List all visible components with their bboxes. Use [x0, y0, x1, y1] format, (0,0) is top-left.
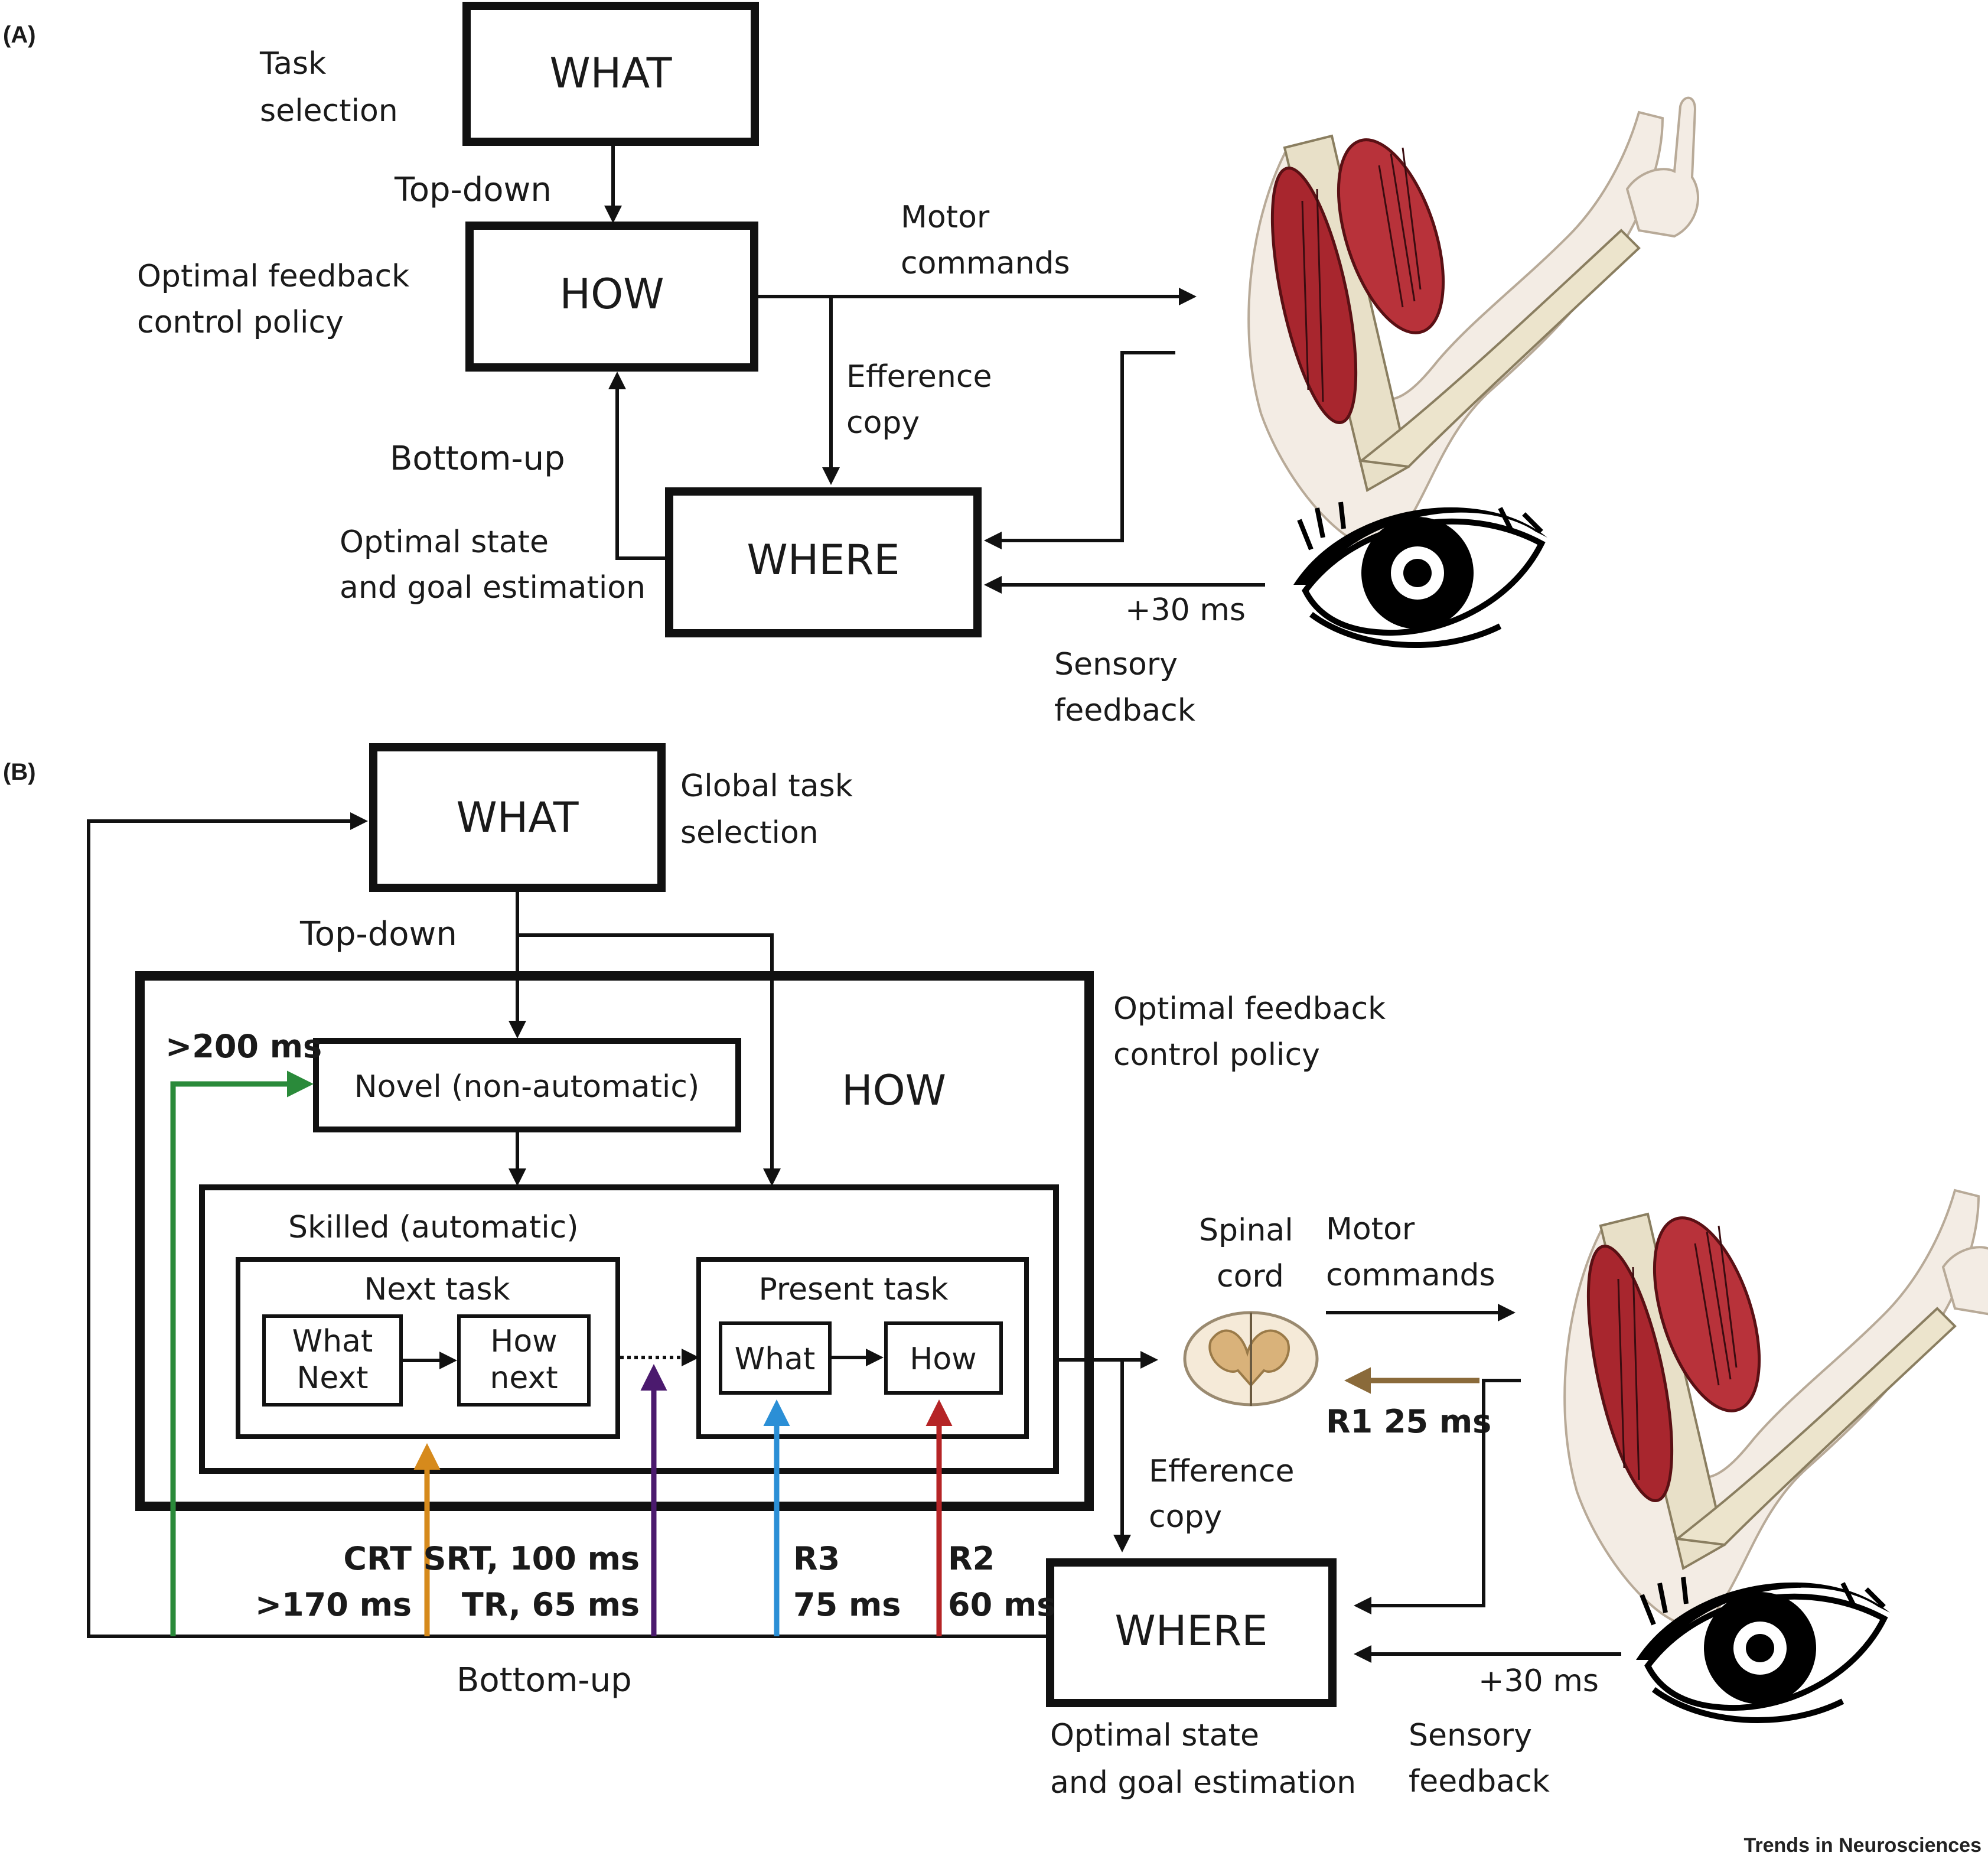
panel-b-where-box	[1046, 1558, 1337, 1707]
panel-b-what-next-line2: Next	[296, 1360, 368, 1396]
panel-a-arm-illustration	[1249, 98, 1698, 548]
panel-b-green-arrow	[170, 1070, 314, 1636]
panel-b-topdown-skilled-arrow	[517, 933, 781, 1186]
panel-a-delay: +30 ms	[1125, 592, 1246, 628]
panel-a-policy-line1: Optimal feedback	[137, 259, 409, 294]
panel-b-novel-box	[313, 1038, 741, 1132]
panel-a-sensory-line2: feedback	[1054, 693, 1195, 728]
panel-b-how-small-box	[884, 1321, 1003, 1395]
panel-b-how-next-line2: next	[490, 1360, 558, 1396]
panel-a-how-box	[465, 222, 758, 372]
panel-b-estimation-line2: and goal estimation	[1050, 1765, 1356, 1801]
panel-a-proprio-arrow	[984, 351, 1175, 549]
panel-b-what-next-line1: What	[292, 1324, 373, 1359]
panel-a-efference-line2: copy	[846, 405, 920, 441]
panel-b: (B) WHAT Global task selection Top-down …	[3, 743, 1988, 1801]
panel-b-skilled-title: Skilled (automatic)	[288, 1210, 579, 1245]
panel-b-where-label: WHERE	[1115, 1607, 1268, 1655]
panel-b-arm-illustration	[1565, 1176, 1988, 1626]
panel-b-how-small-label: How	[910, 1342, 976, 1377]
panel-a-efference-line1: Efference	[846, 359, 992, 395]
panel-a-where-box	[665, 487, 982, 637]
panel-a-estimation-line1: Optimal state	[340, 525, 549, 560]
panel-b-bottomup-label: Bottom-up	[457, 1661, 632, 1700]
spinal-cord-illustration	[1183, 1311, 1319, 1407]
panel-b-policy-line2: control policy	[1113, 1037, 1320, 1073]
panel-b-what-small-box	[719, 1321, 832, 1395]
panel-b-what-label: WHAT	[456, 793, 578, 842]
panel-b-global-line2: selection	[680, 815, 819, 851]
panel-b-srt-line1: SRT, 100 ms	[423, 1540, 640, 1577]
panel-b-estimation-line1: Optimal state	[1050, 1718, 1259, 1753]
panel-b-skilled-box	[199, 1184, 1059, 1474]
panel-b-proprio-arrow	[1354, 1379, 1521, 1614]
panel-a-estimation-line2: and goal estimation	[340, 570, 646, 605]
panel-a-how-label: HOW	[560, 270, 664, 318]
panel-a-what-label: WHAT	[549, 49, 672, 97]
panel-b-policy-line1: Optimal feedback	[1113, 991, 1386, 1027]
panel-b-crt-line2: >170 ms	[255, 1586, 412, 1623]
panel-b-r2-line1: R2	[948, 1540, 995, 1577]
panel-b-srt-line2: TR, 65 ms	[462, 1586, 640, 1623]
panel-a-where-label: WHERE	[747, 536, 900, 584]
panel-a-what-box	[462, 2, 759, 146]
panel-a-topdown-label: Top-down	[394, 171, 552, 209]
panel-b-present-task-box	[696, 1257, 1029, 1439]
panel-a-bottomup-label: Bottom-up	[390, 439, 565, 478]
panel-b-crt-line1: CRT	[343, 1540, 412, 1577]
panel-a-motor-line2: commands	[901, 246, 1070, 281]
panel-a: (A) WHAT Task selection Top-down HOW Opt…	[3, 2, 1698, 728]
panel-b-r3-line1: R3	[793, 1540, 840, 1577]
panel-b-r1-label: R1 25 ms	[1326, 1403, 1491, 1440]
panel-b-what-small-label: What	[735, 1342, 816, 1377]
panel-b-present-task-title: Present task	[758, 1272, 948, 1307]
panel-b-global-line1: Global task	[680, 769, 853, 804]
panel-a-sensory-line1: Sensory	[1054, 647, 1178, 682]
panel-b-how-next-line1: How	[490, 1324, 557, 1359]
panel-b-delay: +30 ms	[1478, 1663, 1599, 1699]
panel-a-policy-line2: control policy	[137, 305, 344, 340]
panel-b-r3-line2: 75 ms	[793, 1586, 901, 1623]
panel-b-spinal-line1: Spinal	[1199, 1213, 1293, 1248]
panel-b-spinal-line2: cord	[1217, 1259, 1284, 1294]
panel-a-task-line1: Task	[259, 46, 326, 82]
panel-b-sensory-line2: feedback	[1409, 1764, 1550, 1799]
panel-b-efference-line2: copy	[1149, 1499, 1222, 1535]
journal-credit: Trends in Neurosciences	[1744, 1834, 1982, 1857]
panel-b-next-task-title: Next task	[364, 1272, 510, 1307]
panel-b-motor-line2: commands	[1326, 1258, 1495, 1293]
panel-a-motor-line1: Motor	[901, 200, 990, 235]
panel-b-efference-line1: Efference	[1149, 1454, 1294, 1489]
panel-b-how-next-box	[457, 1314, 591, 1407]
panel-b-what-next-box	[262, 1314, 403, 1407]
panel-a-bottomup-arrow	[608, 372, 669, 560]
panel-b-how-box	[135, 971, 1094, 1511]
panel-b-motor-line1: Motor	[1326, 1212, 1415, 1247]
panel-b-novel-latency: >200 ms	[165, 1028, 322, 1065]
panel-b-next-task-box	[236, 1257, 620, 1439]
panel-b-sensory-line1: Sensory	[1409, 1718, 1532, 1753]
panel-b-r2-line2: 60 ms	[948, 1586, 1055, 1623]
panel-b-topdown-label: Top-down	[299, 915, 457, 953]
panel-a-label: (A)	[3, 22, 36, 48]
panel-b-label: (B)	[3, 759, 36, 785]
panel-b-novel-label: Novel (non-automatic)	[354, 1069, 700, 1105]
panel-a-task-line2: selection	[260, 93, 398, 129]
panel-b-how-title: HOW	[842, 1066, 946, 1115]
panel-b-bottomup-loop	[87, 812, 1050, 1638]
